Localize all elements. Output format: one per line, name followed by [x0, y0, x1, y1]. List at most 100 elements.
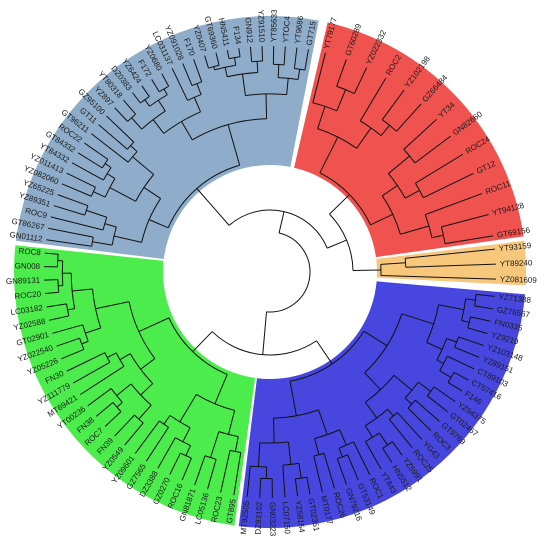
- blue-clade-branch: [338, 448, 343, 458]
- blue-clade-branch: [294, 478, 299, 497]
- red-clade-branch: [353, 67, 368, 94]
- green-clade-branch: [138, 404, 152, 420]
- green-clade-branch: [81, 340, 89, 345]
- green-clade-branch: [46, 303, 67, 308]
- blue-clade-branch: [436, 359, 444, 365]
- steel-clade-connector: [84, 205, 89, 216]
- blue-clade-branch: [313, 455, 323, 492]
- steel-clade-branch: [249, 46, 253, 62]
- blue-clade-connector: [365, 408, 389, 427]
- leaf-label: YT85633: [269, 9, 279, 42]
- leaf-label: YT93159: [498, 241, 532, 253]
- green-clade-branch: [163, 415, 171, 425]
- blue-clade-stem: [316, 340, 333, 365]
- orange-clade-sector: [376, 240, 526, 286]
- steel-clade-branch: [293, 47, 298, 69]
- steel-clade-branch: [286, 78, 289, 95]
- steel-clade-connector: [127, 113, 136, 122]
- tree-branches: [44, 46, 496, 498]
- red-clade-branch: [319, 136, 339, 174]
- steel-clade-branch: [277, 64, 280, 78]
- steel-clade-branch: [151, 79, 160, 93]
- green-clade-branch: [107, 352, 117, 358]
- steel-clade-branch: [233, 57, 237, 66]
- leaf-label: YTOC4: [281, 15, 292, 43]
- red-clade-branch: [388, 155, 410, 174]
- leaf-label: YZ71388: [498, 292, 532, 305]
- leaf-label: YZ58154: [294, 500, 307, 534]
- green-clade-connector: [79, 338, 85, 350]
- blue-clade-connector: [447, 372, 455, 383]
- blue-clade-connector: [474, 294, 477, 306]
- blue-clade-branch: [347, 454, 359, 481]
- blue-clade-branch: [438, 304, 465, 311]
- blue-clade-connector: [461, 298, 467, 321]
- red-clade-branch: [414, 135, 451, 164]
- red-clade-connector: [440, 226, 446, 244]
- steel-clade-branch: [86, 209, 107, 218]
- blue-clade-branch: [388, 419, 413, 448]
- green-clade-sector: [13, 245, 256, 526]
- green-clade-connector: [112, 402, 122, 412]
- blue-clade-branch: [401, 313, 434, 325]
- blue-clade-branch: [391, 441, 403, 456]
- blue-clade-branch: [404, 397, 413, 405]
- steel-clade-branch: [113, 235, 142, 243]
- steel-clade-branch: [106, 173, 116, 179]
- steel-clade-branch: [265, 93, 268, 119]
- red-clade-branch: [359, 77, 387, 122]
- steel-clade-branch: [283, 46, 286, 65]
- leaf-label: GN89131: [6, 276, 41, 286]
- blue-clade-branch: [433, 386, 456, 403]
- green-clade-branch: [134, 420, 160, 454]
- red-clade-branch: [312, 52, 326, 103]
- blue-clade-branch: [426, 341, 443, 350]
- green-clade-branch: [207, 459, 217, 490]
- green-clade-connector: [169, 415, 191, 429]
- green-clade-branch: [194, 455, 206, 486]
- steel-clade-branch: [224, 67, 228, 77]
- green-clade-branch: [49, 315, 69, 321]
- steel-clade-branch: [304, 49, 309, 71]
- blue-clade-branch: [467, 327, 488, 335]
- green-clade-branch: [61, 348, 85, 360]
- steel-clade-branch: [148, 219, 169, 229]
- green-clade-branch: [114, 414, 135, 437]
- green-clade-branch: [67, 308, 75, 311]
- green-clade-branch: [234, 436, 239, 452]
- backbone-branch: [262, 311, 267, 355]
- orange-clade-branch: [380, 274, 496, 280]
- steel-clade-branch: [163, 88, 168, 96]
- leaf-label: GT715: [305, 20, 318, 46]
- blue-clade-branch: [461, 319, 470, 323]
- blue-clade-branch: [365, 441, 382, 470]
- steel-clade-branch: [104, 223, 117, 228]
- green-clade-branch: [116, 383, 132, 396]
- blue-clade-branch: [453, 371, 469, 381]
- blue-clade-branch: [458, 336, 484, 347]
- green-clade-branch: [56, 337, 80, 347]
- blue-clade-branch: [298, 463, 302, 479]
- blue-clade-connector: [439, 356, 448, 372]
- steel-clade-branch: [93, 191, 106, 198]
- blue-clade-connector: [295, 476, 307, 480]
- leaf-label: GN008: [15, 261, 41, 271]
- steel-clade-branch: [104, 163, 112, 168]
- leaf-label: YZ081609: [500, 275, 538, 285]
- steel-clade-branch: [143, 186, 161, 200]
- orange-clade-connector: [404, 258, 407, 268]
- blue-clade-connector: [454, 336, 459, 348]
- green-clade-branch: [182, 427, 191, 443]
- blue-clade-branch: [393, 374, 413, 391]
- red-clade-branch: [317, 106, 326, 129]
- steel-clade-branch: [213, 66, 216, 71]
- green-clade-branch: [95, 402, 114, 417]
- green-clade-connector: [229, 449, 241, 453]
- red-clade-connector: [336, 85, 355, 95]
- blue-clade-branch: [353, 441, 371, 476]
- green-clade-branch: [233, 452, 242, 496]
- steel-clade-connector: [208, 64, 220, 69]
- steel-clade-stem: [196, 188, 216, 210]
- green-clade-branch: [228, 410, 236, 435]
